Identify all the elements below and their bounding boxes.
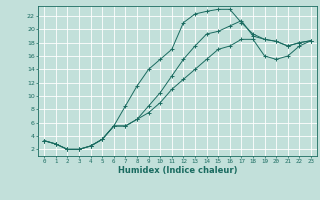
X-axis label: Humidex (Indice chaleur): Humidex (Indice chaleur) [118, 166, 237, 175]
